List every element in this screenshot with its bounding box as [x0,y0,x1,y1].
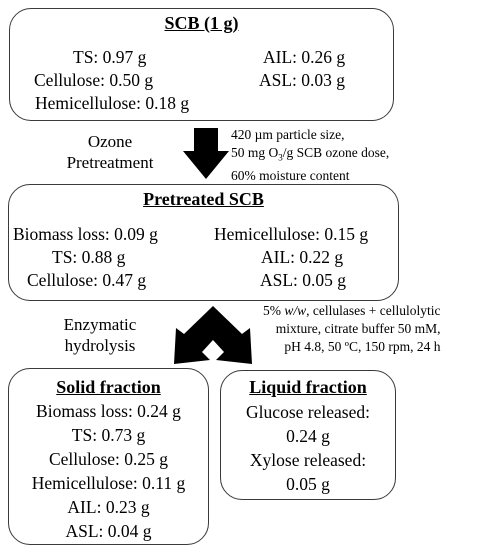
pretreated-asl: ASL: 0.05 g [260,270,347,290]
enzymatic-label-line1: Enzymatic [63,315,137,334]
pretreated-ts: TS: 0.88 g [52,247,126,267]
pretreated-title: Pretreated SCB [143,189,264,209]
solid-ts: TS: 0.73 g [71,425,146,445]
ozone-cond-line2: 50 mg O3/g SCB ozone dose, [231,145,390,163]
liquid-glucose-value: 0.24 g [286,426,330,446]
scb-title: SCB (1 g) [164,13,239,33]
ozone-label-line2: Pretreatment [66,153,154,172]
liquid-glucose-label: Glucose released: [246,402,370,422]
pretreated-hemicellulose: Hemicellulose: 0.15 g [214,224,369,244]
ozone-cond-line1: 420 µm particle size, [231,127,345,142]
solid-fraction-title: Solid fraction [56,377,161,397]
ozone-label: Ozone Pretreatment [50,131,170,173]
pretreated-ail: AIL: 0.22 g [261,247,344,267]
enzymatic-label: Enzymatic hydrolysis [40,314,160,356]
pretreated-box [8,184,399,301]
solid-biomass-loss: Biomass loss: 0.24 g [36,401,181,421]
enzymatic-label-line2: hydrolysis [64,336,136,355]
solid-ail: AIL: 0.23 g [67,497,150,517]
down-arrow-icon [183,128,229,179]
scb-cellulose: Cellulose: 0.50 g [34,70,154,90]
liquid-xylose-value: 0.05 g [286,474,330,494]
pretreated-cellulose: Cellulose: 0.47 g [27,270,147,290]
ozone-cond-line3: 60% moisture content [231,167,350,183]
enzymatic-cond-line3: pH 4.8, 50 ºC, 150 rpm, 24 h [284,339,441,354]
scb-ail: AIL: 0.26 g [263,47,346,67]
scb-ts: TS: 0.97 g [73,47,147,67]
pretreated-biomass-loss: Biomass loss: 0.09 g [13,224,158,244]
ozone-conditions: 420 µm particle size, 50 mg O3/g SCB ozo… [231,126,389,185]
scb-hemicellulose: Hemicellulose: 0.18 g [35,93,190,113]
liquid-fraction-title: Liquid fraction [249,377,367,397]
scb-asl: ASL: 0.03 g [259,70,346,90]
enzymatic-cond-line2: mixture, citrate buffer 50 mM, [275,321,441,336]
split-arrow-icon [174,306,252,364]
liquid-xylose-label: Xylose released: [249,450,367,470]
solid-cellulose: Cellulose: 0.25 g [48,449,169,469]
solid-fraction-box [8,368,209,545]
liquid-fraction-box [220,370,396,500]
solid-asl: ASL: 0.04 g [65,521,152,541]
ozone-label-line1: Ozone [87,132,133,151]
enzymatic-cond-line1: 5% w/w, cellulases + cellulolytic [263,303,441,318]
scb-box [9,8,394,121]
solid-hemicellulose: Hemicellulose: 0.11 g [31,473,186,493]
enzymatic-conditions: 5% w/w, cellulases + cellulolytic mixtur… [263,302,440,356]
